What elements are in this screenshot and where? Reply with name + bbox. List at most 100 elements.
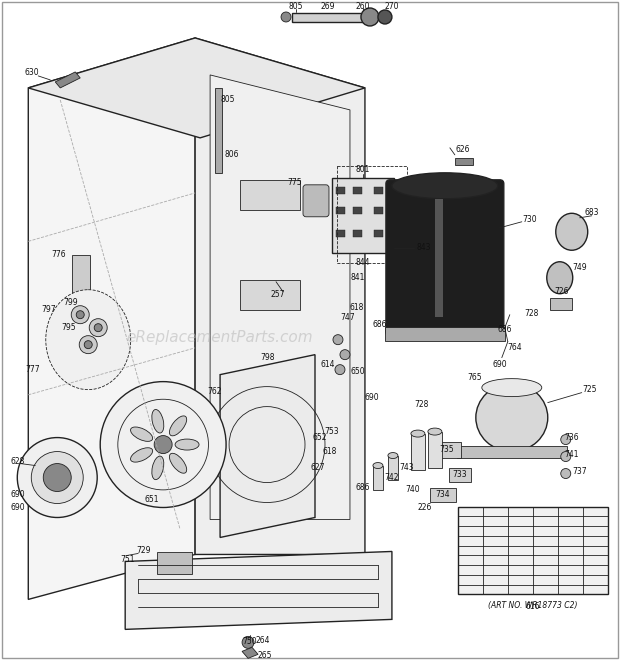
Ellipse shape [169,453,187,473]
Text: 747: 747 [340,313,355,322]
Text: 753: 753 [325,427,339,436]
Text: 733: 733 [453,470,467,479]
Text: 765: 765 [467,373,482,382]
Bar [388,455,398,479]
Ellipse shape [482,379,542,397]
Text: 734: 734 [436,490,450,499]
Text: 764: 764 [508,343,522,352]
Circle shape [89,319,107,336]
Polygon shape [29,38,195,600]
Ellipse shape [373,463,383,469]
Text: 683: 683 [585,208,599,217]
Ellipse shape [131,427,153,442]
Text: 627: 627 [311,463,326,472]
Ellipse shape [476,383,547,451]
Bar [292,13,364,22]
Text: 742: 742 [384,473,399,482]
Text: 805: 805 [221,95,236,104]
Circle shape [333,334,343,344]
Bar [385,327,505,340]
Bar [336,230,345,237]
Ellipse shape [152,456,164,480]
Text: 740: 740 [405,485,420,494]
Text: 652: 652 [312,433,327,442]
Bar [550,297,572,310]
Text: 806: 806 [225,150,239,159]
Ellipse shape [169,416,187,436]
Text: 841: 841 [351,273,365,282]
Ellipse shape [428,428,442,435]
Circle shape [378,10,392,24]
Text: 798: 798 [261,353,275,362]
Text: eReplacementParts.com: eReplacementParts.com [126,330,313,345]
Bar [430,488,456,502]
Text: 795: 795 [61,323,76,332]
Text: 743: 743 [400,463,414,472]
Bar [353,230,362,237]
Text: 728: 728 [415,400,429,409]
Ellipse shape [388,453,398,459]
Text: 265: 265 [258,651,272,660]
Circle shape [281,12,291,22]
Bar [374,230,383,237]
Text: 628: 628 [10,457,24,466]
Polygon shape [210,75,350,520]
Bar [449,467,471,481]
Text: 843: 843 [417,243,431,253]
Text: 260: 260 [356,3,370,11]
Text: 630: 630 [25,69,40,77]
Bar [374,207,383,214]
Circle shape [340,350,350,360]
Circle shape [84,340,92,348]
Ellipse shape [556,214,588,251]
Text: 775: 775 [288,178,303,187]
Text: 616: 616 [526,602,540,611]
Text: 777: 777 [25,365,40,374]
Circle shape [17,438,97,518]
Ellipse shape [175,439,199,450]
Polygon shape [220,355,315,537]
Text: 686: 686 [498,325,512,334]
Text: (ART NO. WR18773 C2): (ART NO. WR18773 C2) [488,601,578,610]
Text: 690: 690 [365,393,379,402]
Bar [435,199,443,317]
Bar [240,180,300,210]
Bar [332,178,394,253]
Text: 799: 799 [63,298,78,307]
Text: 618: 618 [350,303,364,312]
Bar [374,187,383,194]
Ellipse shape [411,430,425,437]
Polygon shape [125,551,392,629]
Circle shape [560,434,571,445]
Text: 735: 735 [440,445,454,454]
Bar [215,88,222,173]
Bar [240,280,300,310]
Circle shape [79,336,97,354]
Text: 686: 686 [373,320,387,329]
Text: 737: 737 [572,467,587,476]
Ellipse shape [152,410,164,433]
Bar [353,207,362,214]
Text: 651: 651 [145,495,159,504]
Bar [433,442,461,457]
Text: 750: 750 [243,637,257,646]
Circle shape [242,637,254,648]
Text: 725: 725 [582,385,597,394]
Polygon shape [195,38,365,555]
Text: 618: 618 [323,447,337,456]
FancyBboxPatch shape [386,180,504,336]
Text: 749: 749 [572,263,587,272]
Text: 801: 801 [356,165,370,175]
Circle shape [560,451,571,461]
Bar [240,379,300,410]
Text: 650: 650 [351,367,365,376]
Circle shape [361,8,379,26]
Bar [411,434,425,469]
Bar [73,254,91,293]
Text: 626: 626 [456,145,470,155]
Text: 269: 269 [321,3,335,11]
Polygon shape [55,72,80,88]
Bar [157,553,192,574]
FancyBboxPatch shape [303,185,329,217]
Bar [373,465,383,490]
